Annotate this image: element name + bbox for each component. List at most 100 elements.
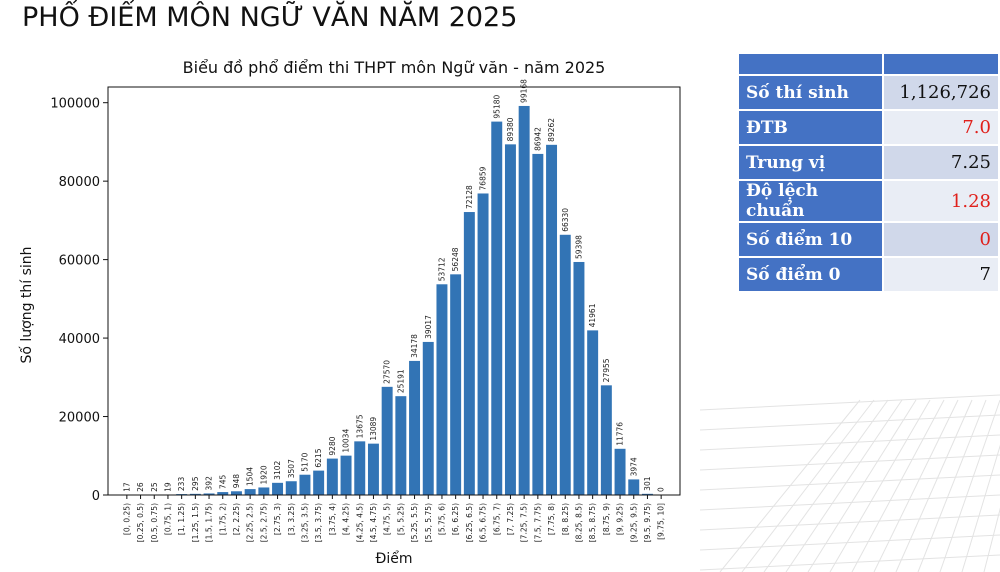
bar-value-label: 13089 [369,417,378,441]
bar [367,443,379,495]
chart-panel: Biểu đồ phổ điểm thi THPT môn Ngữ văn - … [8,43,720,570]
stats-label: ĐTB [736,109,885,146]
x-tick-label: [2.5, 2.75) [259,503,268,542]
bar [272,482,284,495]
bar-value-label: 39017 [424,315,433,339]
x-tick-label: [4.5, 4.75) [369,503,378,542]
bar [559,234,571,496]
stats-label: Trung vị [736,144,885,181]
x-tick-label: [6.5, 6.75) [479,503,488,542]
slide-title: PHỔ ĐIỂM MÔN NGỮ VĂN NĂM 2025 [22,2,518,33]
bar-value-label: 41961 [588,303,597,327]
bar-value-label: 89262 [547,118,556,142]
x-tick-label: [9, 9.25) [616,503,625,535]
bar-value-label: 9280 [328,436,337,455]
x-tick-label: [6.25, 6.5) [465,503,474,542]
stats-row: Độ lệch chuẩn 1.28 [736,179,1000,223]
bar-value-label: 89380 [506,117,515,141]
stats-row: Số thí sinh 1,126,726 [736,74,1000,111]
bar [587,330,599,495]
bar [189,493,201,495]
x-tick-label: [4.25, 4.5) [355,503,364,542]
x-tick-label: [6, 6.25) [451,503,460,535]
score-distribution-chart: Biểu đồ phổ điểm thi THPT môn Ngữ văn - … [18,58,681,567]
x-tick-label: [8.75, 9) [602,503,611,535]
x-tick-label: [8.5, 8.75) [588,503,597,542]
bar [258,487,270,495]
x-tick-label: [3.25, 3.5) [300,503,309,542]
bar-value-label: 948 [232,474,241,489]
x-tick-label: [1.25, 1.5) [191,503,200,542]
bar-value-label: 53712 [437,257,446,281]
x-tick-label: [0.5, 0.75) [150,503,159,542]
bar-value-label: 99168 [520,79,529,103]
bar-value-label: 27955 [602,358,611,382]
x-tick-label: [2.75, 3) [273,503,282,535]
x-tick-label: [1.75, 2) [218,503,227,535]
y-tick-label: 100000 [50,97,100,112]
x-tick-label: [9.5, 9.75) [643,503,652,542]
stats-label: Độ lệch chuẩn [736,179,885,223]
bar [532,153,544,495]
plot-area: 0 20000 40000 60000 80000 100000 17 [0, 0.25) 26… [50,79,681,542]
stats-value: 0 [882,221,1000,258]
bar [395,396,407,495]
bar-value-label: 392 [205,476,214,491]
y-tick-label: 80000 [59,175,100,190]
stats-value: 1,126,726 [882,74,1000,111]
x-tick-label: [1, 1.25) [177,503,186,535]
x-tick-label: [3.5, 3.75) [314,503,323,542]
bar [628,479,640,495]
x-tick-label: [8, 8.25) [561,503,570,535]
bar-value-label: 76859 [479,166,488,190]
y-axis-label: Số lượng thí sinh [18,246,35,363]
bar [326,458,338,495]
bar-value-label: 27570 [383,360,392,384]
x-tick-label: [7.25, 7.5) [520,503,529,542]
bar-value-label: 95180 [492,95,501,119]
bar-value-label: 1920 [259,465,268,484]
bar [546,144,558,495]
bar-value-label: 25191 [396,369,405,393]
bar [477,193,489,495]
x-tick-label: [5.25, 5.5) [410,503,419,542]
y-tick-label: 0 [92,489,100,504]
x-tick-label: [7.5, 7.75) [533,503,542,542]
plot-frame [107,86,681,496]
bar [600,385,612,495]
stats-value: 7.0 [882,109,1000,146]
x-tick-label: [0.75, 1) [163,503,172,535]
bar-value-label: 0 [657,487,666,492]
bar-value-label: 25 [150,482,159,492]
stats-row: ĐTB 7.0 [736,109,1000,146]
x-tick-label: [3.75, 4) [328,503,337,535]
x-tick-label: [0, 0.25) [122,503,131,535]
bar [340,455,352,495]
bar [313,470,325,495]
bar [518,105,530,496]
bar [203,493,215,495]
x-tick-label: [0.25, 0.5) [136,503,145,542]
x-tick-label: [9.75, 10] [657,503,666,540]
bar [450,274,462,495]
x-axis-label: Điểm [376,550,413,567]
stats-table: Số thí sinh 1,126,726 ĐTB 7.0 Trung vị 7.25 Độ… [736,52,1000,293]
bar [463,212,475,495]
stats-value: 7 [882,256,1000,293]
bar-value-label: 1504 [246,467,255,486]
bar-value-label: 17 [122,482,131,492]
bar-value-label: 3102 [273,461,282,480]
stats-label: Số điểm 0 [736,256,885,293]
stats-row: Số điểm 10 0 [736,221,1000,258]
x-tick-label: [2.25, 2.5) [246,503,255,542]
bar-value-label: 301 [643,476,652,491]
bar-value-label: 745 [218,475,227,490]
bar [504,144,516,495]
x-tick-label: [5.5, 5.75) [424,503,433,542]
x-tick-label: [4.75, 5) [383,503,392,535]
bar-value-label: 59398 [574,235,583,259]
bar-value-label: 11776 [616,422,625,446]
y-tick-label: 60000 [59,254,100,269]
x-tick-label: [4, 4.25) [342,503,351,535]
